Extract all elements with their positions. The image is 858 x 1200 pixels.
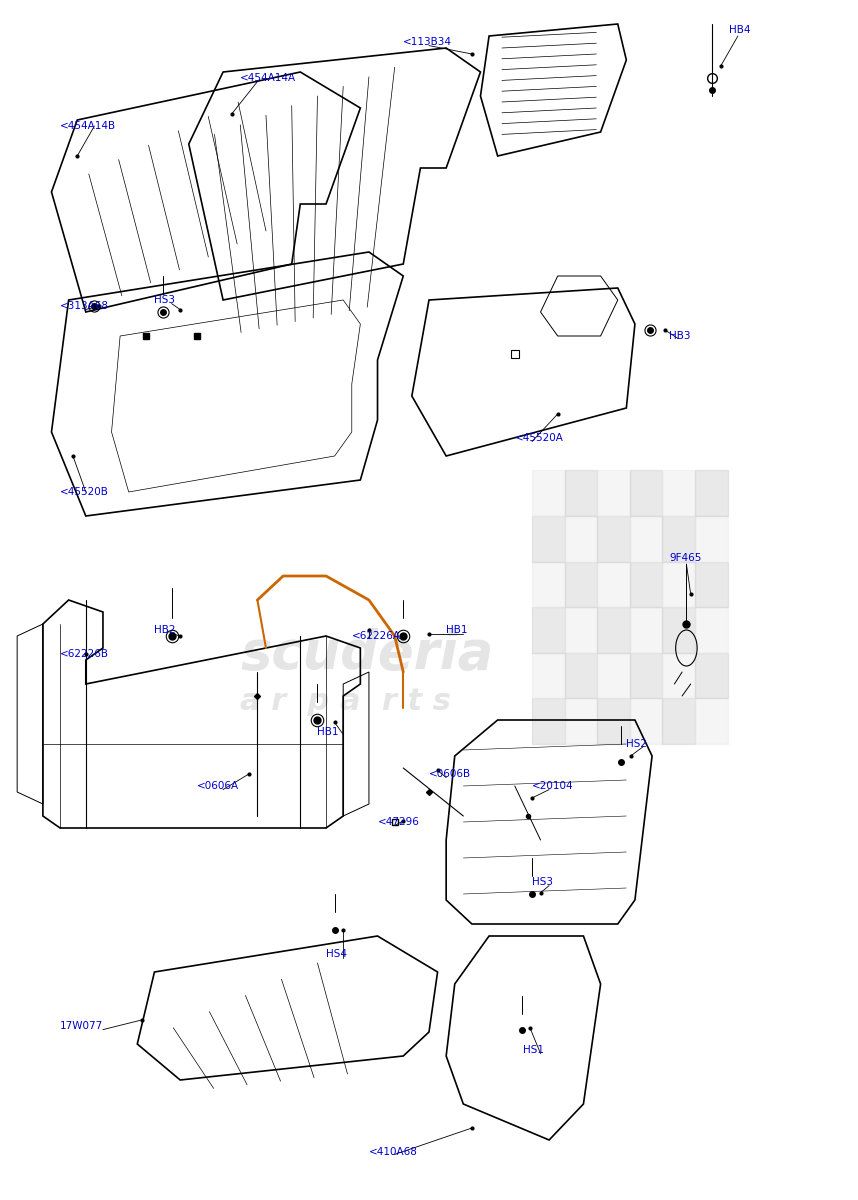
Bar <box>630 562 662 607</box>
Bar <box>597 470 630 516</box>
Bar <box>630 607 662 653</box>
Text: <20104: <20104 <box>532 781 574 791</box>
Text: HB1: HB1 <box>317 727 339 737</box>
Bar <box>662 653 695 698</box>
Bar <box>532 698 565 744</box>
Bar <box>630 698 662 744</box>
Text: <47296: <47296 <box>378 817 420 827</box>
Text: <410A68: <410A68 <box>369 1147 418 1157</box>
Text: <62226B: <62226B <box>60 649 109 659</box>
Bar <box>695 698 728 744</box>
Bar <box>662 562 695 607</box>
Bar <box>532 607 565 653</box>
Bar <box>695 653 728 698</box>
Bar <box>630 653 662 698</box>
Bar <box>662 470 695 516</box>
Text: <45520A: <45520A <box>515 433 564 443</box>
Text: <454A14B: <454A14B <box>60 121 116 131</box>
Bar <box>565 698 597 744</box>
Bar <box>630 516 662 562</box>
Bar <box>532 562 565 607</box>
Text: <313A68: <313A68 <box>60 301 109 311</box>
Bar <box>597 607 630 653</box>
Bar <box>695 607 728 653</box>
Bar <box>532 470 565 516</box>
Bar <box>597 562 630 607</box>
Text: HS3: HS3 <box>532 877 553 887</box>
Text: 17W077: 17W077 <box>60 1021 103 1031</box>
Bar <box>565 516 597 562</box>
Bar <box>597 653 630 698</box>
Bar <box>565 470 597 516</box>
Bar <box>597 516 630 562</box>
Bar <box>630 470 662 516</box>
Bar <box>662 607 695 653</box>
Bar <box>565 653 597 698</box>
Text: <454A14A: <454A14A <box>240 73 296 83</box>
Text: HB3: HB3 <box>669 331 691 341</box>
Bar <box>532 653 565 698</box>
Text: HB2: HB2 <box>154 625 176 635</box>
Text: HS3: HS3 <box>154 295 175 305</box>
Text: <62226A: <62226A <box>352 631 401 641</box>
Bar <box>597 698 630 744</box>
Text: <45520B: <45520B <box>60 487 109 497</box>
Text: HB4: HB4 <box>729 25 751 35</box>
Text: HS1: HS1 <box>523 1045 544 1055</box>
Text: HS2: HS2 <box>626 739 647 749</box>
Text: <0606A: <0606A <box>197 781 239 791</box>
Bar <box>695 562 728 607</box>
Text: 9F465: 9F465 <box>669 553 702 563</box>
Bar <box>565 607 597 653</box>
Bar <box>662 698 695 744</box>
Bar <box>695 516 728 562</box>
Bar <box>662 516 695 562</box>
Text: HS4: HS4 <box>326 949 347 959</box>
Bar <box>565 562 597 607</box>
Text: HB1: HB1 <box>446 625 468 635</box>
Text: a r  p a  r t s: a r p a r t s <box>240 688 451 716</box>
Bar <box>532 516 565 562</box>
Text: scuderia: scuderia <box>240 628 493 680</box>
Bar <box>695 470 728 516</box>
Text: <113B34: <113B34 <box>403 37 452 47</box>
Text: <0606B: <0606B <box>429 769 471 779</box>
